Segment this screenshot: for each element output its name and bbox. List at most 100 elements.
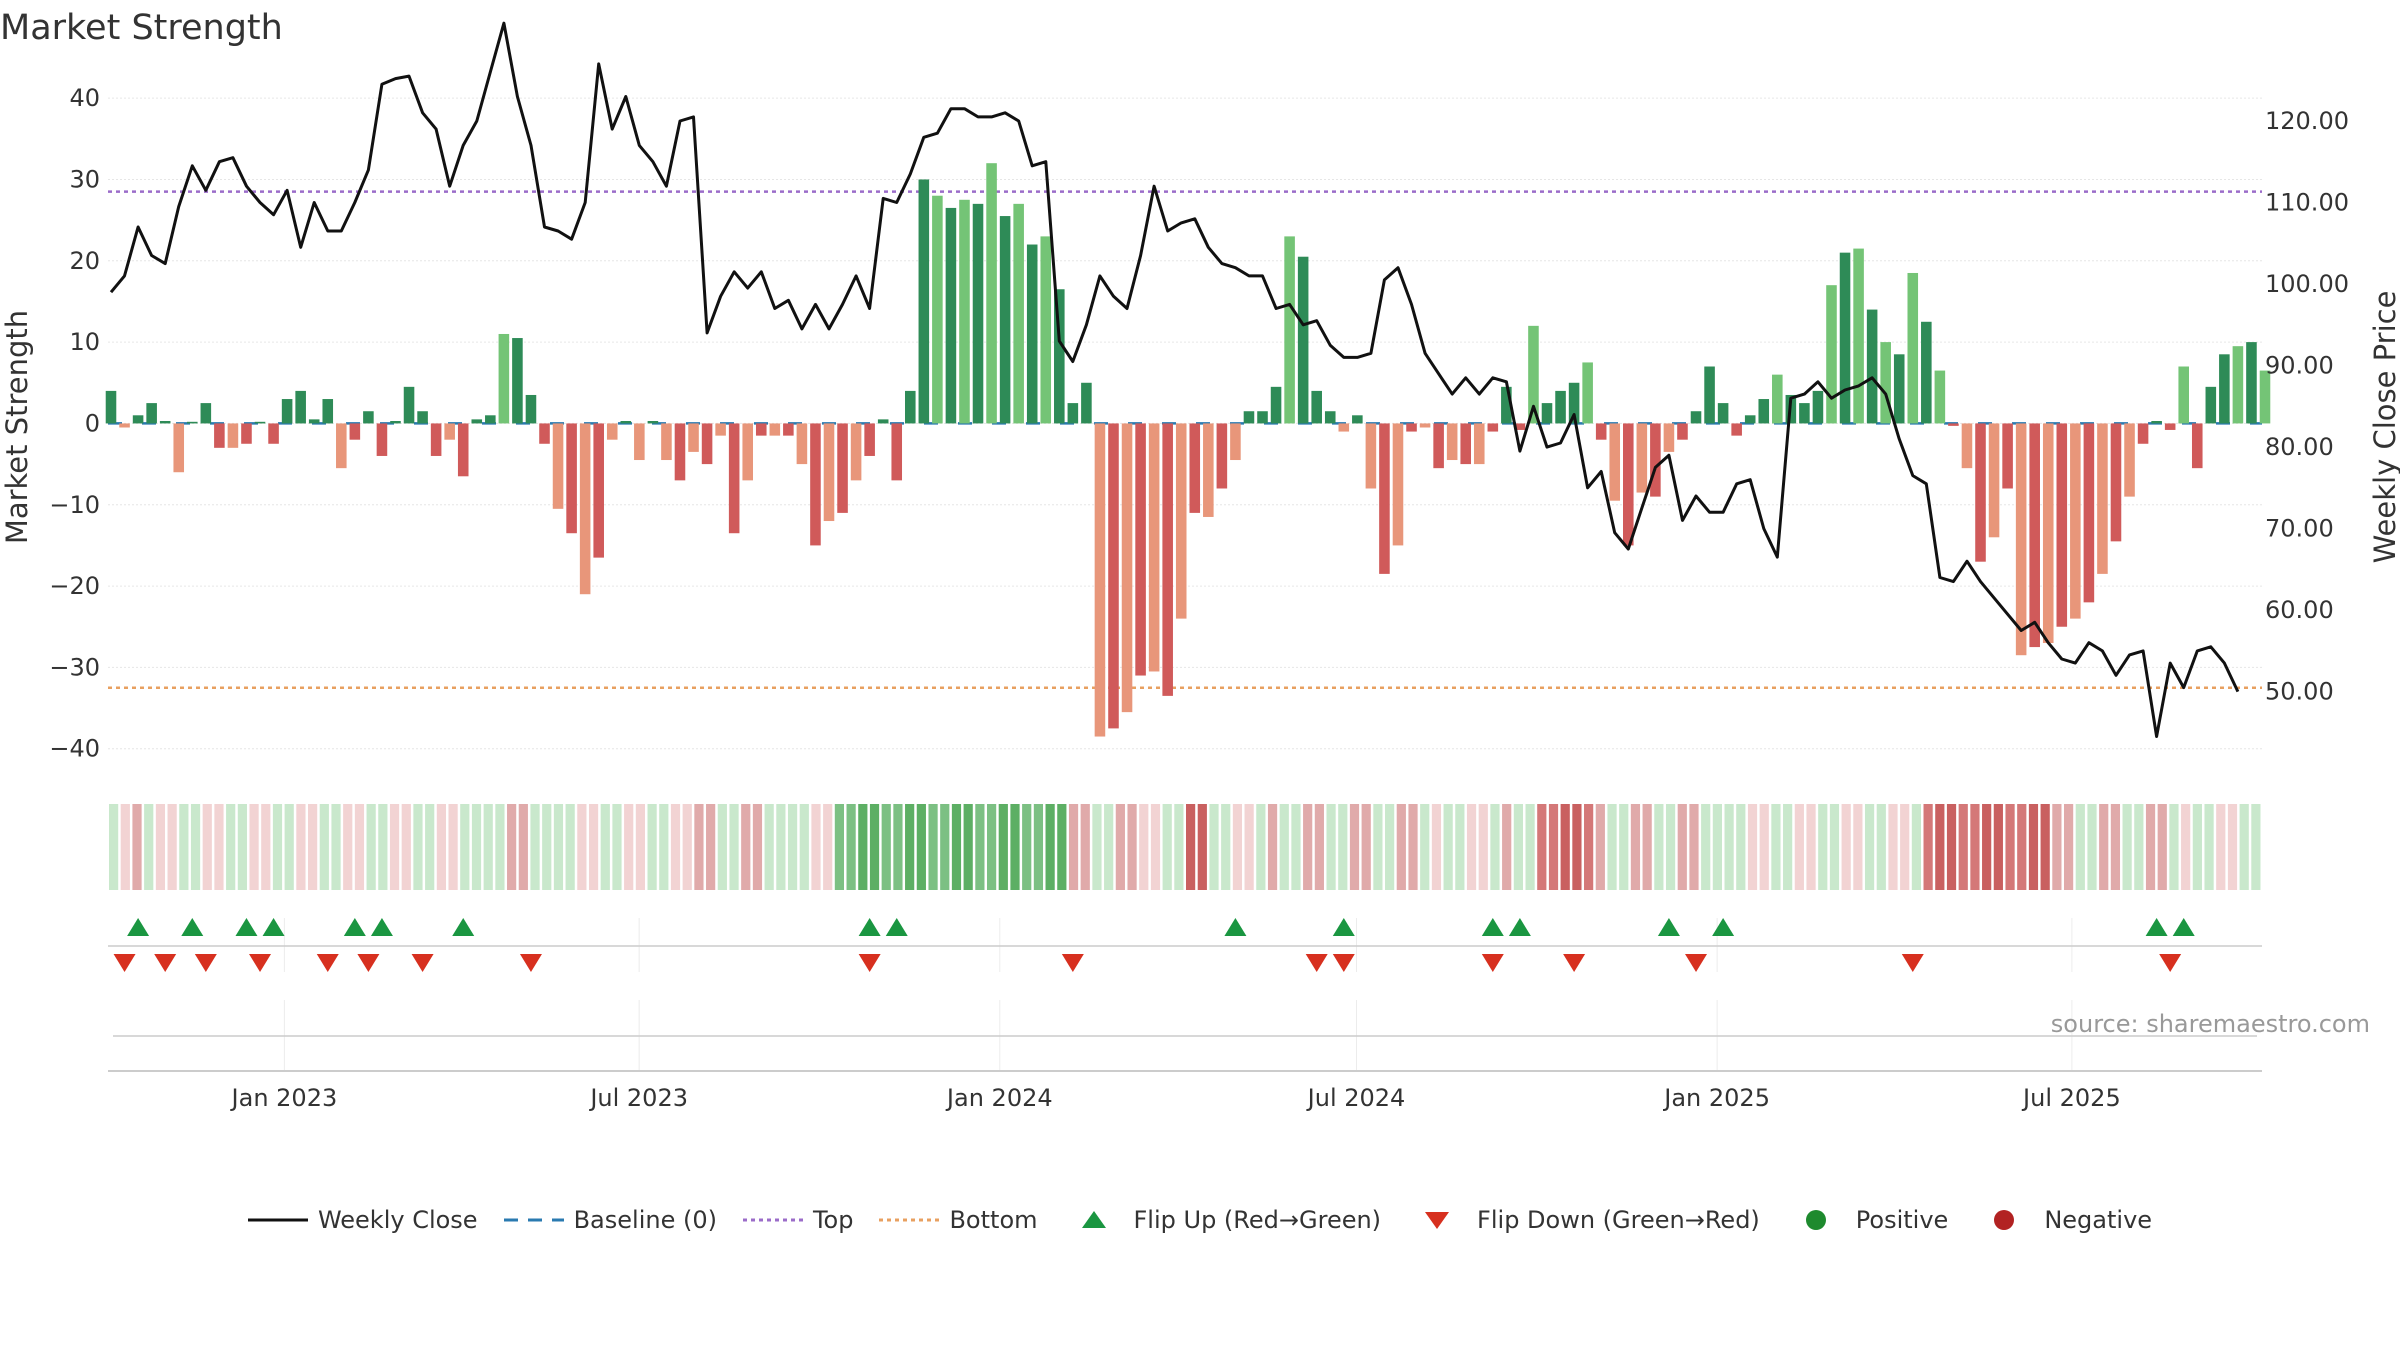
flip-up-marker [181, 918, 204, 936]
trend-strip-cell [272, 804, 283, 890]
y-tick-right: 100.00 [2265, 270, 2349, 298]
flip-up-marker [1508, 918, 1531, 936]
strength-bar [485, 415, 496, 424]
flip-down-marker [1685, 954, 1708, 972]
strength-bar [1636, 423, 1648, 493]
trend-strip-cell [1420, 804, 1430, 890]
trend-strip-cell [1595, 804, 1605, 890]
trend-strip-cell [366, 804, 376, 890]
strength-bar [1677, 423, 1688, 440]
strength-bar [674, 423, 686, 481]
trend-strip-cell [776, 804, 786, 890]
trend-strip-cell [2134, 804, 2144, 890]
strength-bar [1907, 272, 1919, 424]
trend-strip-cell [542, 804, 552, 890]
strength-bar [1406, 423, 1417, 432]
trend-strip-cell [1244, 804, 1254, 890]
strength-bar [159, 420, 171, 424]
trend-strip-cell [1888, 804, 1898, 890]
strength-bar [1379, 423, 1390, 574]
strength-bar [105, 390, 117, 424]
trend-strip-cell [1022, 804, 1032, 890]
legend-label: Positive [1855, 1206, 1949, 1234]
strength-bar [2164, 423, 2176, 430]
trend-strip-cell [190, 804, 201, 890]
trend-strip-cell [1396, 804, 1406, 890]
legend-label: Negative [2044, 1206, 2153, 1234]
trend-strip-cell [553, 804, 564, 890]
strength-bar [1622, 423, 1634, 546]
trend-strip-cell [1993, 804, 2003, 890]
strength-bar [1473, 423, 1485, 465]
strength-bar [119, 423, 130, 428]
legend-item: Weekly Close [247, 1206, 478, 1234]
strength-bar [1961, 423, 1973, 469]
flip-down-marker [1481, 954, 1504, 972]
y-tick-left: 30 [69, 165, 100, 193]
trend-strip-cell [706, 804, 716, 890]
strength-bar [1054, 289, 1065, 424]
flip-down-marker [113, 954, 136, 972]
trend-strip-cell [1080, 804, 1090, 890]
reference-lines [108, 190, 2262, 689]
trend-strip-cell [2227, 804, 2238, 890]
strength-bar [1487, 423, 1499, 432]
trend-strip-cell [1045, 804, 1055, 890]
strength-bar [539, 423, 550, 444]
strength-bar [1257, 411, 1268, 424]
trend-strip-cell [682, 804, 692, 890]
flip-up-marker [127, 918, 150, 936]
strength-bar [2259, 370, 2271, 424]
trend-strip-cell [167, 804, 177, 890]
legend-item: Flip Down (Green→Red) [1407, 1206, 1760, 1234]
trend-strip-cell [1338, 804, 1348, 890]
trend-strip-cell [448, 804, 458, 890]
strength-bar [173, 423, 185, 473]
flip-down-marker [1305, 954, 1328, 972]
trend-strip-cell [495, 804, 505, 890]
trend-strip-cell [612, 804, 622, 890]
trend-strip-cell [1010, 804, 1020, 890]
trend-strip-cell [1443, 804, 1453, 890]
trend-strip-cell [1619, 804, 1629, 890]
trend-strip-cell [1935, 804, 1945, 890]
strength-bar [2097, 423, 2108, 574]
trend-strip-cell [1806, 804, 1816, 890]
price-series [109, 21, 2240, 738]
strength-bar [2246, 342, 2257, 424]
legend-swatch [1081, 1211, 1106, 1228]
trend-strip-cell [1314, 804, 1324, 890]
flip-down-marker [1061, 954, 1084, 972]
trend-strip-cell [425, 804, 435, 890]
trend-strip-cell [951, 804, 962, 890]
trend-strip-cell [963, 804, 973, 890]
flip-up-marker [343, 918, 366, 936]
x-tick-label: Jan 2025 [1662, 1084, 1770, 1112]
strength-bar [146, 403, 157, 424]
strength-bar [376, 423, 388, 456]
strength-bar [403, 386, 415, 424]
strength-bar [728, 423, 740, 534]
strength-bar [2124, 423, 2135, 497]
trend-strip-cell [389, 804, 400, 890]
trend-strip-cell [2040, 804, 2050, 890]
strength-bar [132, 415, 144, 424]
flip-down-marker [154, 954, 177, 972]
strength-bar [1013, 203, 1024, 424]
trend-strip-cell [624, 804, 634, 890]
legend-item: Flip Up (Red→Green) [1064, 1206, 1381, 1234]
strength-bar [1893, 354, 1905, 424]
strength-bar [1108, 423, 1119, 729]
trend-strip-cell [1572, 804, 1582, 890]
trend-strip-cell [226, 804, 236, 890]
strength-bar [661, 423, 672, 461]
trend-strip-cell [1431, 804, 1442, 890]
strength-bar [945, 207, 957, 424]
strength-bar [214, 423, 225, 448]
trend-strip-cell [436, 804, 446, 890]
trend-strip-cell [1818, 804, 1828, 890]
trend-strip-cell [694, 804, 704, 890]
y-tick-right: 80.00 [2265, 433, 2334, 461]
trend-strip-cell [1349, 804, 1360, 890]
legend-swatch [247, 1218, 308, 1222]
